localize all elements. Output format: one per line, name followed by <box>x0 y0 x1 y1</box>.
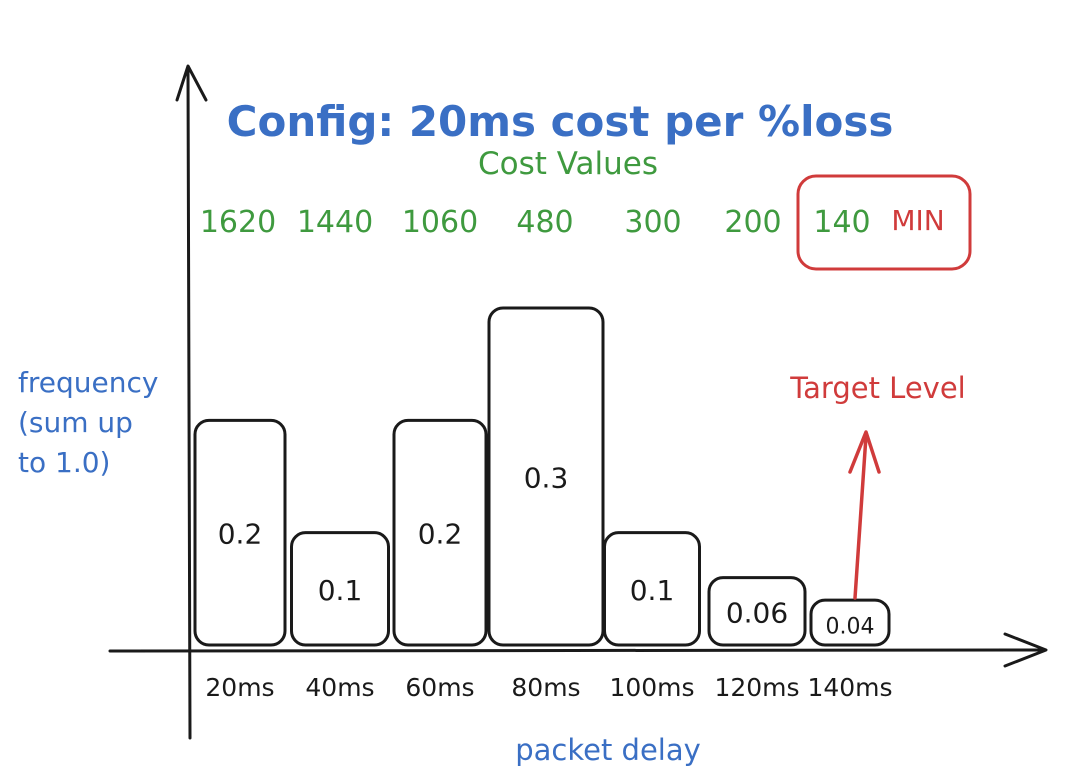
cost-values-heading: Cost Values <box>478 146 658 182</box>
x-tick-label: 100ms <box>609 673 694 702</box>
axes <box>108 64 1048 740</box>
target-arrow-shaft <box>853 434 868 600</box>
cost-value: 300 <box>624 205 681 240</box>
x-axis-line <box>108 648 1047 653</box>
x-axis-arrowhead <box>1003 632 1048 668</box>
bar-60ms <box>392 418 488 647</box>
y-axis-label: frequency (sum up to 1.0) <box>18 366 167 479</box>
min-label: MIN <box>891 204 944 237</box>
cost-value: 480 <box>516 205 573 240</box>
bar-value-label: 0.3 <box>524 462 569 495</box>
x-tick-label: 40ms <box>305 673 374 702</box>
y-axis-label-line-1: frequency <box>18 366 158 399</box>
config-annotation: Config: 20ms cost per %loss <box>227 97 894 146</box>
cost-value: 200 <box>724 205 781 240</box>
bar-value-label: 0.1 <box>630 574 675 607</box>
y-axis-label-line-3: to 1.0) <box>18 446 110 479</box>
bar-140ms <box>809 598 891 647</box>
bar-value-label: 0.04 <box>826 615 875 640</box>
cost-value: 1060 <box>402 205 478 240</box>
x-tick-labels: 20ms 40ms 60ms 80ms 100ms 120ms 140ms <box>205 673 892 702</box>
bar-20ms <box>193 418 287 647</box>
y-axis-line <box>186 68 192 740</box>
bar-80ms <box>487 306 605 647</box>
bar-40ms <box>290 531 390 647</box>
cost-value: 140 <box>813 205 870 240</box>
min-highlight-box <box>796 174 972 271</box>
x-tick-label: 140ms <box>807 673 892 702</box>
target-level-label: Target Level <box>789 371 966 405</box>
x-tick-label: 120ms <box>714 673 799 702</box>
bars: 0.2 0.1 0.2 0.3 0.1 0.06 0.04 <box>193 306 891 647</box>
cost-value: 1440 <box>297 205 373 240</box>
x-tick-label: 60ms <box>405 673 474 702</box>
min-and-target-markers: MIN <box>796 174 972 600</box>
bar-100ms <box>603 531 701 647</box>
bar-120ms <box>707 576 807 647</box>
bar-value-label: 0.2 <box>418 518 463 551</box>
y-axis-label-line-2: (sum up <box>18 406 133 439</box>
x-axis-label: packet delay <box>515 733 701 767</box>
cost-value: 1620 <box>200 205 276 240</box>
x-tick-label: 80ms <box>511 673 580 702</box>
bar-value-label: 0.2 <box>218 518 263 551</box>
bar-value-label: 0.1 <box>318 574 363 607</box>
x-tick-label: 20ms <box>205 673 274 702</box>
cost-values: 1620 1440 1060 480 300 200 140 <box>200 205 871 240</box>
target-arrow-head <box>848 430 881 474</box>
bar-value-label: 0.06 <box>726 596 788 629</box>
y-axis-arrowhead <box>175 64 208 102</box>
